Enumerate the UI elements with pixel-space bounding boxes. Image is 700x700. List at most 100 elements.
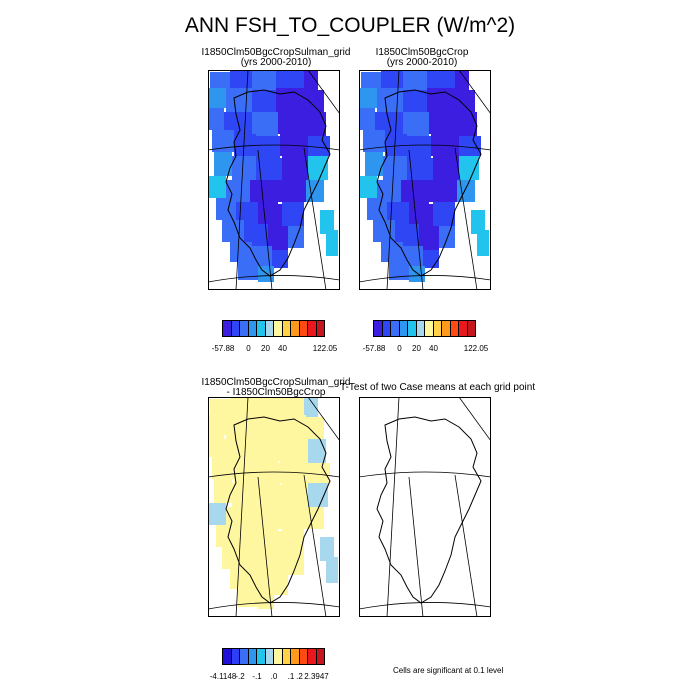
grid-cell bbox=[268, 226, 288, 250]
grid-cell bbox=[409, 266, 425, 282]
map-ttest bbox=[359, 397, 491, 617]
grid-cell bbox=[256, 136, 280, 158]
map-case2 bbox=[359, 70, 491, 290]
grid-cell bbox=[359, 108, 375, 130]
grid-cell bbox=[288, 226, 304, 248]
panel-title-case1-name: I1850Clm50BgcCropSulman_grid bbox=[201, 47, 351, 58]
longitude-line bbox=[458, 70, 491, 115]
panel-title-diff-subtitle: - I1850Clm50BgcCrop bbox=[226, 387, 326, 398]
panel-title-case2-years: (yrs 2000-2010) bbox=[386, 57, 458, 68]
grid-cell bbox=[276, 397, 304, 415]
grid-cell bbox=[236, 529, 258, 551]
longitude-line bbox=[454, 147, 478, 290]
colorbar-label: 122.05 bbox=[312, 344, 338, 353]
grid-cell bbox=[306, 90, 324, 112]
colorbar-label: 0 bbox=[397, 344, 402, 353]
grid-cell bbox=[280, 134, 308, 156]
grid-cell bbox=[230, 397, 252, 415]
grid-cell bbox=[429, 180, 457, 202]
latitude-line bbox=[359, 602, 491, 610]
grid-cell bbox=[401, 180, 429, 204]
colorbar-label: 0 bbox=[246, 344, 251, 353]
grid-cell bbox=[258, 266, 274, 282]
latitude-line bbox=[208, 602, 340, 610]
grid-cell bbox=[230, 569, 252, 589]
grid-cell bbox=[244, 224, 268, 246]
grid-cell bbox=[272, 577, 288, 595]
grid-cell bbox=[326, 230, 338, 256]
latitude-line bbox=[359, 275, 491, 283]
grid-cell bbox=[210, 399, 230, 415]
grid-cell bbox=[306, 417, 324, 439]
grid-cell bbox=[256, 485, 282, 507]
grid-cell bbox=[278, 180, 306, 202]
grid-cell bbox=[320, 210, 334, 234]
colorbar-swatch bbox=[315, 320, 325, 337]
grid-cell bbox=[455, 70, 469, 90]
grid-cell bbox=[383, 156, 407, 180]
grid-cell bbox=[367, 198, 387, 220]
grid-cell bbox=[216, 198, 236, 220]
grid-cell bbox=[288, 553, 304, 575]
latitude-line bbox=[208, 471, 340, 478]
grid-cell bbox=[208, 415, 226, 435]
grid-cell bbox=[238, 589, 258, 607]
grid-cell bbox=[252, 417, 276, 439]
longitude-line bbox=[303, 474, 327, 617]
grid-cell bbox=[208, 108, 224, 130]
grid-cell bbox=[365, 152, 383, 176]
grid-cell bbox=[222, 547, 244, 569]
longitude-line bbox=[257, 476, 273, 617]
grid-cell bbox=[306, 180, 324, 202]
grid-cell bbox=[210, 72, 230, 88]
longitude-line bbox=[408, 149, 424, 290]
grid-cell bbox=[276, 88, 306, 112]
grid-cell bbox=[250, 507, 278, 531]
colorbar-swatch bbox=[315, 648, 325, 665]
colorbar-label: 20 bbox=[412, 344, 421, 353]
colorbar-diff: -4.1148 -.2 -.1 .0 .1.2 2.3947 bbox=[210, 648, 329, 684]
longitude-line bbox=[307, 397, 340, 442]
grid-cell bbox=[258, 531, 282, 553]
grid-cell bbox=[226, 180, 250, 202]
grid-cell bbox=[276, 415, 306, 439]
grid-cell bbox=[429, 112, 459, 134]
grid-cell bbox=[216, 525, 236, 547]
grid-cell bbox=[407, 158, 433, 180]
grid-cell bbox=[230, 70, 252, 88]
latitude-line bbox=[208, 144, 340, 151]
map-field bbox=[208, 70, 340, 290]
panel-title-ttest: T-Test of two Case means at each grid po… bbox=[340, 382, 536, 393]
grid-cell bbox=[381, 70, 403, 88]
panel-title-case2-name: I1850Clm50BgcCrop bbox=[375, 47, 469, 58]
colorbar-label: -.2 bbox=[235, 672, 245, 681]
grid-cell bbox=[433, 202, 455, 226]
grid-cell bbox=[278, 507, 306, 529]
grid-cell bbox=[308, 156, 328, 180]
colorbar-label: 20 bbox=[261, 344, 270, 353]
grid-cell bbox=[377, 180, 401, 202]
grid-cell bbox=[278, 439, 308, 461]
colorbar-swatches bbox=[222, 648, 325, 665]
colorbar-swatches bbox=[373, 320, 476, 337]
colorbar-label: 40 bbox=[429, 344, 438, 353]
grid-cell bbox=[395, 224, 419, 246]
grid-cell bbox=[282, 156, 308, 180]
latitude-line bbox=[359, 144, 491, 151]
grid-cell bbox=[232, 483, 256, 507]
map-field bbox=[359, 397, 491, 617]
grid-cell bbox=[250, 180, 278, 204]
grid-cell bbox=[282, 483, 308, 507]
colorbar-case2: -57.88 0 20 40 122.05 bbox=[363, 320, 488, 356]
grid-cell bbox=[403, 90, 427, 112]
grid-cell bbox=[387, 202, 409, 224]
grid-cell bbox=[308, 112, 326, 136]
longitude-line bbox=[386, 397, 400, 617]
grid-cell bbox=[308, 463, 330, 483]
grid-cell bbox=[427, 88, 457, 112]
grid-cell bbox=[208, 88, 226, 108]
grid-cell bbox=[258, 204, 282, 226]
colorbar-label: -4.1148 bbox=[209, 672, 237, 681]
grid-cell bbox=[389, 262, 409, 280]
colorbar-label: .1 bbox=[287, 672, 295, 681]
